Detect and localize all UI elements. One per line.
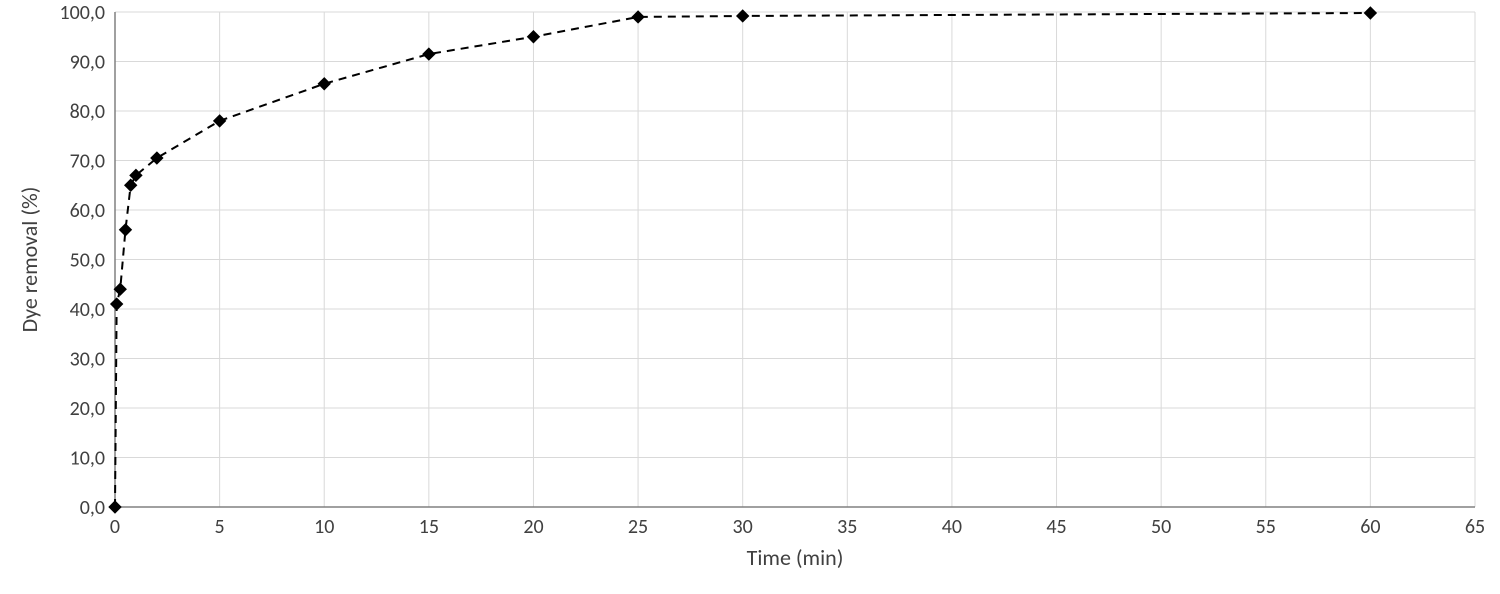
y-tick-label: 20,0	[70, 397, 105, 421]
y-tick-label: 100,0	[59, 1, 105, 25]
chart-container: 0 5 10 15 20 25 30 35 40 45 50 55 60 65 0,0 10,0 20,0 30,…	[0, 0, 1500, 594]
x-tick-label: 25	[628, 515, 648, 539]
x-tick-label: 45	[1046, 515, 1066, 539]
y-axis-title: Dye removal (%)	[16, 187, 43, 333]
x-tick-label: 35	[837, 515, 857, 539]
y-tick-label: 30,0	[70, 348, 105, 372]
x-axis-title: Time (min)	[747, 544, 844, 571]
y-tick-label: 10,0	[70, 447, 105, 471]
y-tick-label: 50,0	[70, 249, 105, 273]
y-tick-label: 90,0	[70, 51, 105, 75]
x-tick-label: 0	[110, 515, 120, 539]
x-tick-label: 10	[314, 515, 334, 539]
y-tick-label: 70,0	[70, 150, 105, 174]
x-tick-label: 50	[1151, 515, 1171, 539]
x-tick-label: 40	[942, 515, 962, 539]
dye-removal-chart: 0 5 10 15 20 25 30 35 40 45 50 55 60 65 0,0 10,0 20,0 30,…	[0, 0, 1500, 594]
x-tick-label: 65	[1465, 515, 1485, 539]
y-tick-label: 0,0	[80, 496, 105, 520]
x-tick-label: 20	[523, 515, 543, 539]
y-tick-label: 40,0	[70, 298, 105, 322]
x-tick-label: 15	[419, 515, 439, 539]
x-tick-label: 55	[1256, 515, 1276, 539]
x-tick-label: 30	[733, 515, 753, 539]
y-tick-label: 60,0	[70, 199, 105, 223]
y-tick-label: 80,0	[70, 100, 105, 124]
x-tick-label: 5	[215, 515, 225, 539]
x-tick-label: 60	[1360, 515, 1380, 539]
